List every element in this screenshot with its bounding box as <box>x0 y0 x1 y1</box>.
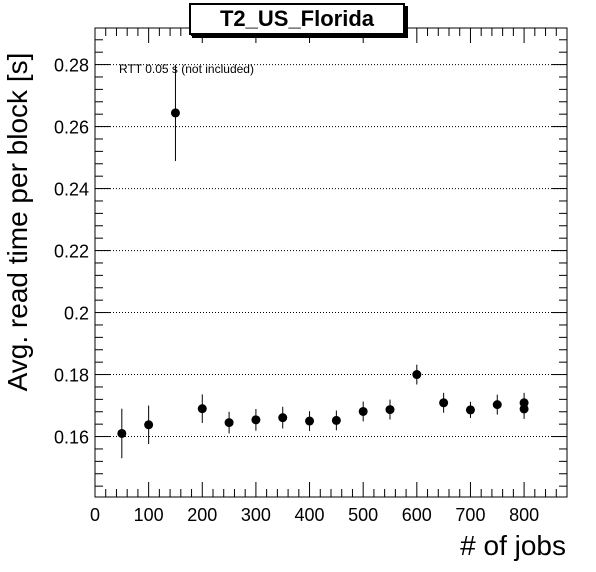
data-point <box>117 428 127 438</box>
data-point <box>197 404 207 414</box>
x-tick-label: 500 <box>348 505 378 525</box>
y-tick-label: 0.28 <box>54 56 89 76</box>
grid-lines <box>95 64 567 438</box>
x-tick-label: 600 <box>402 505 432 525</box>
x-tick-label: 0 <box>90 505 100 525</box>
data-point <box>465 405 475 415</box>
y-tick-label: 0.2 <box>64 304 89 324</box>
data-points <box>117 64 529 459</box>
y-tick-label: 0.16 <box>54 428 89 448</box>
data-point <box>144 420 154 430</box>
y-tick-label: 0.18 <box>54 366 89 386</box>
x-tick-label: 700 <box>455 505 485 525</box>
data-point <box>251 415 261 425</box>
y-tick-label: 0.24 <box>54 180 89 200</box>
data-point <box>519 404 529 414</box>
x-tick-label: 300 <box>241 505 271 525</box>
data-point <box>412 370 422 380</box>
tick-labels: 0.16 0.18 0.2 0.22 0.24 0.26 0.28 0 100 200 300 400… <box>54 56 539 525</box>
x-tick-label: 800 <box>509 505 539 525</box>
x-tick-label: 400 <box>295 505 325 525</box>
chart-title: T2_US_Florida <box>189 3 405 35</box>
y-tick-label: 0.26 <box>54 118 89 138</box>
x-tick-label: 100 <box>134 505 164 525</box>
data-point <box>358 406 368 416</box>
data-point <box>385 405 395 415</box>
axis-ticks <box>94 28 567 497</box>
y-axis-label: Avg. read time per block [s] <box>2 52 33 392</box>
data-point <box>170 108 180 118</box>
data-point <box>439 398 449 408</box>
x-axis-label: # of jobs <box>460 530 566 561</box>
data-point <box>331 415 341 425</box>
data-point <box>278 413 288 423</box>
data-point <box>492 400 502 410</box>
plot-frame <box>94 27 568 498</box>
x-tick-label: 200 <box>187 505 217 525</box>
rtt-annotation: RTT 0.05 s (not included) <box>119 62 254 76</box>
data-point <box>224 418 234 428</box>
y-tick-label: 0.22 <box>54 242 89 262</box>
data-point <box>305 416 315 426</box>
